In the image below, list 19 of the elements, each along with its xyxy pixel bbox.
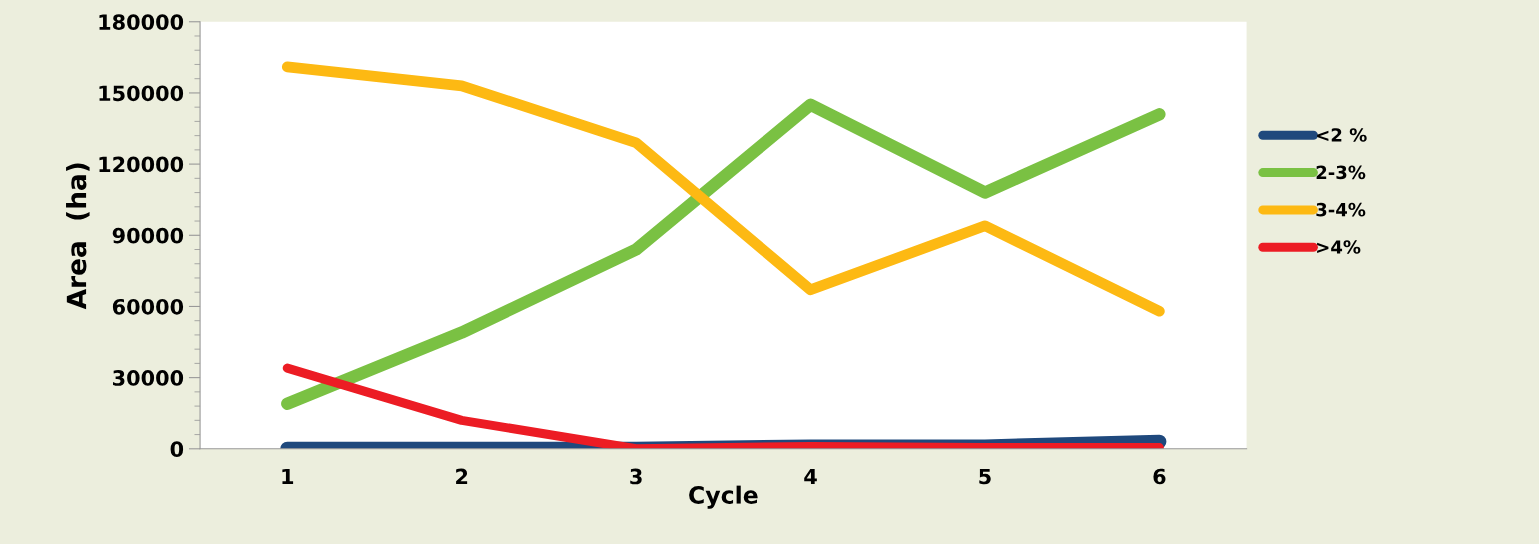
legend-label: >4% xyxy=(1317,240,1361,254)
y-tick-label: 180000 xyxy=(99,14,184,30)
y-tick-label: 120000 xyxy=(99,156,184,173)
x-tick-label: 3 xyxy=(630,468,642,485)
x-tick-label: 2 xyxy=(456,468,468,485)
x-tick-label: 6 xyxy=(1153,468,1166,485)
x-tick-label: 1 xyxy=(282,468,294,485)
legend-label: 3-4% xyxy=(1316,202,1366,217)
y-tick-label: 30000 xyxy=(113,370,184,386)
y-tick-label: 60000 xyxy=(112,298,184,315)
legend-label: 2-3% xyxy=(1316,165,1366,180)
x-tick-label: 5 xyxy=(979,468,991,485)
y-tick-label: 90000 xyxy=(112,227,184,244)
y-tick-label: 150000 xyxy=(99,85,184,102)
x-tick-label: 4 xyxy=(804,468,817,485)
y-tick-label: 0 xyxy=(170,441,184,458)
x-axis-title: Cycle xyxy=(689,485,758,509)
y-axis-title: Area (ha) xyxy=(66,163,90,310)
legend-label: <2 % xyxy=(1317,128,1367,142)
